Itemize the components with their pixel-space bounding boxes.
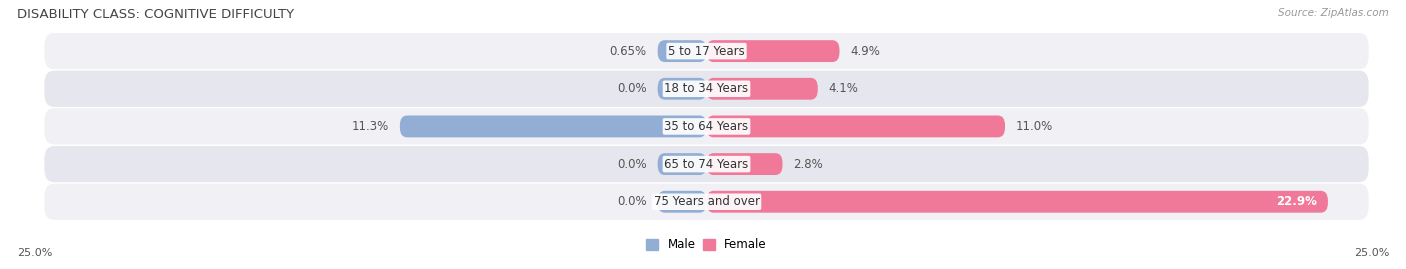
Text: 35 to 64 Years: 35 to 64 Years bbox=[665, 120, 748, 133]
Text: 22.9%: 22.9% bbox=[1277, 195, 1317, 208]
Text: 4.1%: 4.1% bbox=[828, 82, 859, 95]
FancyBboxPatch shape bbox=[658, 191, 707, 213]
FancyBboxPatch shape bbox=[707, 153, 783, 175]
Text: 11.3%: 11.3% bbox=[352, 120, 389, 133]
FancyBboxPatch shape bbox=[707, 191, 1327, 213]
Text: DISABILITY CLASS: COGNITIVE DIFFICULTY: DISABILITY CLASS: COGNITIVE DIFFICULTY bbox=[17, 8, 294, 21]
Text: 0.0%: 0.0% bbox=[617, 82, 647, 95]
FancyBboxPatch shape bbox=[707, 115, 1005, 137]
FancyBboxPatch shape bbox=[45, 184, 1368, 220]
FancyBboxPatch shape bbox=[658, 153, 707, 175]
FancyBboxPatch shape bbox=[707, 78, 818, 100]
Text: Source: ZipAtlas.com: Source: ZipAtlas.com bbox=[1278, 8, 1389, 18]
Text: 0.0%: 0.0% bbox=[617, 158, 647, 171]
Text: 0.0%: 0.0% bbox=[617, 195, 647, 208]
Text: 25.0%: 25.0% bbox=[17, 248, 52, 258]
FancyBboxPatch shape bbox=[658, 78, 707, 100]
FancyBboxPatch shape bbox=[45, 71, 1368, 107]
Text: 0.65%: 0.65% bbox=[610, 45, 647, 58]
FancyBboxPatch shape bbox=[45, 108, 1368, 144]
Text: 75 Years and over: 75 Years and over bbox=[654, 195, 759, 208]
Text: 25.0%: 25.0% bbox=[1354, 248, 1389, 258]
Text: 4.9%: 4.9% bbox=[851, 45, 880, 58]
FancyBboxPatch shape bbox=[707, 40, 839, 62]
Text: 11.0%: 11.0% bbox=[1017, 120, 1053, 133]
Legend: Male, Female: Male, Female bbox=[641, 234, 772, 256]
Text: 18 to 34 Years: 18 to 34 Years bbox=[665, 82, 748, 95]
FancyBboxPatch shape bbox=[45, 146, 1368, 182]
Text: 2.8%: 2.8% bbox=[793, 158, 823, 171]
FancyBboxPatch shape bbox=[399, 115, 707, 137]
Text: 65 to 74 Years: 65 to 74 Years bbox=[665, 158, 748, 171]
FancyBboxPatch shape bbox=[45, 33, 1368, 69]
Text: 5 to 17 Years: 5 to 17 Years bbox=[668, 45, 745, 58]
FancyBboxPatch shape bbox=[658, 40, 707, 62]
